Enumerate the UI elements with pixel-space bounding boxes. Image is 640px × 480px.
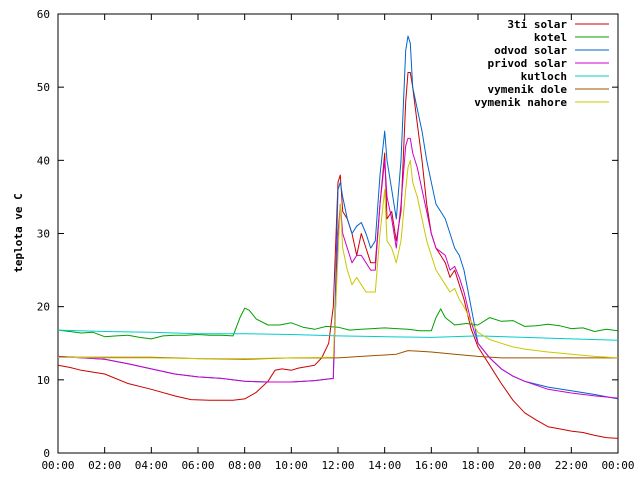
x-tick-label: 00:00 xyxy=(601,459,634,472)
series-lines xyxy=(57,35,619,439)
x-tick-label: 10:00 xyxy=(275,459,308,472)
legend-label-1: 3ti solar xyxy=(507,18,567,31)
x-tick-label: 20:00 xyxy=(508,459,541,472)
y-tick-label: 0 xyxy=(43,447,50,460)
x-tick-label: 16:00 xyxy=(415,459,448,472)
x-tick-label: 02:00 xyxy=(88,459,121,472)
y-tick-label: 10 xyxy=(37,374,50,387)
y-tick-label: 60 xyxy=(37,8,50,21)
y-tick-label: 30 xyxy=(37,228,50,241)
y-tick-label: 20 xyxy=(37,301,50,314)
series-line-1 xyxy=(57,72,619,439)
y-tick-label: 40 xyxy=(37,154,50,167)
legend-label-5: kutloch xyxy=(521,70,567,83)
x-tick-label: 12:00 xyxy=(321,459,354,472)
y-tick-label: 50 xyxy=(37,81,50,94)
x-tick-label: 00:00 xyxy=(41,459,74,472)
x-tick-label: 18:00 xyxy=(461,459,494,472)
legend-label-3: odvod solar xyxy=(494,44,567,57)
legend-label-7: vymenik nahore xyxy=(474,96,567,109)
series-line-4 xyxy=(57,137,619,399)
series-line-7 xyxy=(57,159,619,360)
axis-ticks: 0 10 20 30 40 50 60 00:00 02:00 04:00 06:00 08:00 10… xyxy=(37,8,635,472)
legend-label-6: vymenik dole xyxy=(488,83,568,96)
legend-label-4: privod solar xyxy=(488,57,568,70)
x-tick-label: 06:00 xyxy=(181,459,214,472)
series-line-5 xyxy=(57,329,619,341)
x-tick-label: 04:00 xyxy=(135,459,168,472)
legend-label-2: kotel xyxy=(534,31,567,44)
series-line-2 xyxy=(57,307,619,340)
x-tick-label: 14:00 xyxy=(368,459,401,472)
x-tick-label: 22:00 xyxy=(555,459,588,472)
y-axis-label: teplota ve C xyxy=(12,193,25,272)
x-tick-label: 08:00 xyxy=(228,459,261,472)
